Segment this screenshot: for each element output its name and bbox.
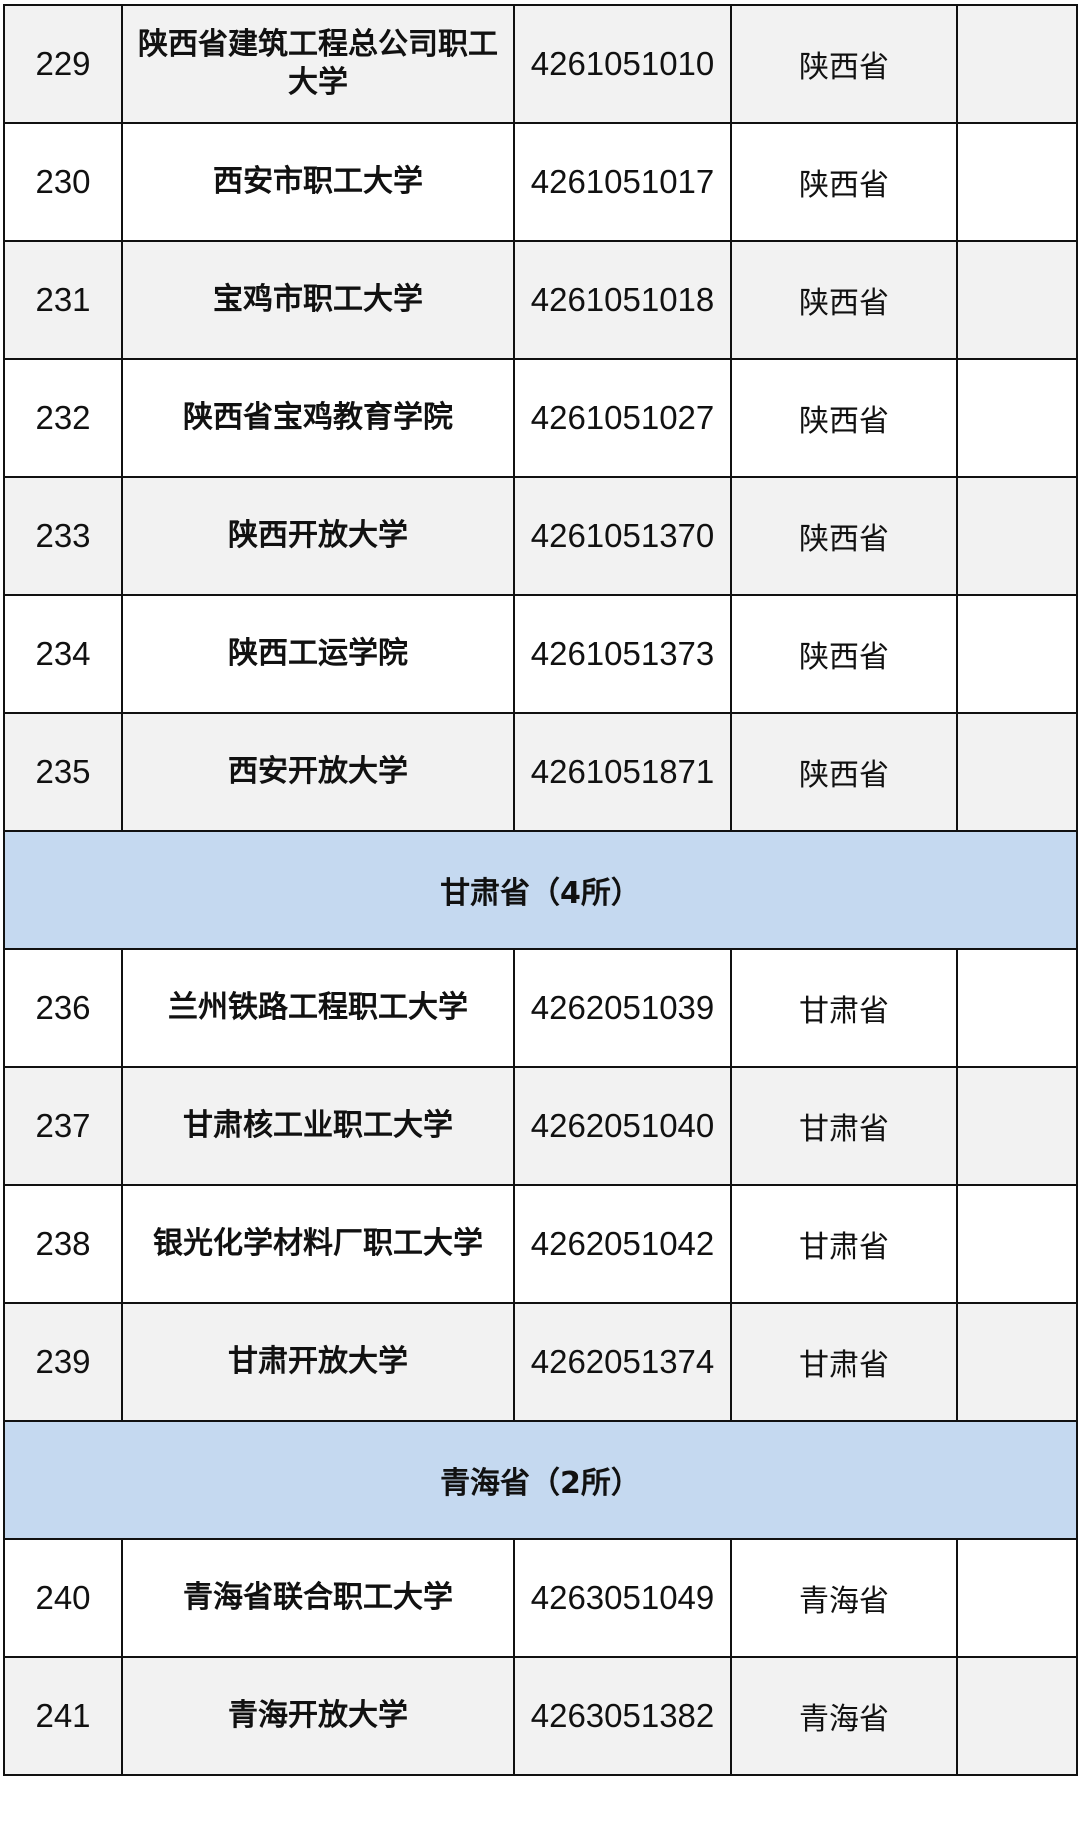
table-row: 232 陕西省宝鸡教育学院 4261051027 陕西省 [3,358,1078,478]
section-header-row: 甘肃省（4所） [3,830,1078,950]
table-row: 231 宝鸡市职工大学 4261051018 陕西省 [3,240,1078,360]
note-cell [956,476,1078,596]
row-number-cell: 231 [3,240,123,360]
table-row: 230 西安市职工大学 4261051017 陕西省 [3,122,1078,242]
province-cell: 甘肃省 [730,1302,958,1422]
table-row: 234 陕西工运学院 4261051373 陕西省 [3,594,1078,714]
school-code-cell: 4261051017 [513,122,732,242]
row-number-cell: 240 [3,1538,123,1658]
university-table: 229 陕西省建筑工程总公司职工大学 4261051010 陕西省 230 西安市职工大学… [3,4,1078,1776]
school-code-cell: 4261051373 [513,594,732,714]
university-name-cell: 甘肃核工业职工大学 [121,1066,515,1186]
note-cell [956,1066,1078,1186]
university-name-cell: 陕西省建筑工程总公司职工大学 [121,4,515,124]
table-row: 236 兰州铁路工程职工大学 4262051039 甘肃省 [3,948,1078,1068]
table-row: 229 陕西省建筑工程总公司职工大学 4261051010 陕西省 [3,4,1078,124]
school-code-cell: 4262051374 [513,1302,732,1422]
row-number-cell: 234 [3,594,123,714]
row-number-cell: 232 [3,358,123,478]
school-code-cell: 4262051040 [513,1066,732,1186]
university-name-cell: 陕西省宝鸡教育学院 [121,358,515,478]
note-cell [956,1184,1078,1304]
school-code-cell: 4261051027 [513,358,732,478]
note-cell [956,122,1078,242]
university-name-cell: 宝鸡市职工大学 [121,240,515,360]
row-number-cell: 236 [3,948,123,1068]
row-number-cell: 238 [3,1184,123,1304]
province-cell: 陕西省 [730,476,958,596]
province-cell: 甘肃省 [730,948,958,1068]
university-name-cell: 银光化学材料厂职工大学 [121,1184,515,1304]
row-number-cell: 230 [3,122,123,242]
province-cell: 陕西省 [730,358,958,478]
table-body: 229 陕西省建筑工程总公司职工大学 4261051010 陕西省 230 西安市职工大学… [3,4,1078,1776]
province-cell: 青海省 [730,1538,958,1658]
note-cell [956,948,1078,1068]
table-row: 233 陕西开放大学 4261051370 陕西省 [3,476,1078,596]
university-name-cell: 兰州铁路工程职工大学 [121,948,515,1068]
school-code-cell: 4261051370 [513,476,732,596]
university-name-cell: 陕西开放大学 [121,476,515,596]
row-number-cell: 237 [3,1066,123,1186]
university-name-cell: 西安开放大学 [121,712,515,832]
table-row: 235 西安开放大学 4261051871 陕西省 [3,712,1078,832]
province-cell: 甘肃省 [730,1184,958,1304]
section-title: 青海省（2所） [3,1420,1078,1540]
note-cell [956,594,1078,714]
row-number-cell: 239 [3,1302,123,1422]
university-name-cell: 甘肃开放大学 [121,1302,515,1422]
school-code-cell: 4262051042 [513,1184,732,1304]
province-cell: 陕西省 [730,594,958,714]
note-cell [956,358,1078,478]
section-header-row: 青海省（2所） [3,1420,1078,1540]
row-number-cell: 229 [3,4,123,124]
note-cell [956,1538,1078,1658]
note-cell [956,240,1078,360]
note-cell [956,1656,1078,1776]
university-name-cell: 陕西工运学院 [121,594,515,714]
table-row: 241 青海开放大学 4263051382 青海省 [3,1656,1078,1776]
university-name-cell: 青海省联合职工大学 [121,1538,515,1658]
section-title: 甘肃省（4所） [3,830,1078,950]
row-number-cell: 241 [3,1656,123,1776]
province-cell: 陕西省 [730,240,958,360]
school-code-cell: 4261051010 [513,4,732,124]
note-cell [956,1302,1078,1422]
table-row: 238 银光化学材料厂职工大学 4262051042 甘肃省 [3,1184,1078,1304]
province-cell: 甘肃省 [730,1066,958,1186]
table-row: 240 青海省联合职工大学 4263051049 青海省 [3,1538,1078,1658]
note-cell [956,4,1078,124]
note-cell [956,712,1078,832]
university-name-cell: 青海开放大学 [121,1656,515,1776]
school-code-cell: 4263051382 [513,1656,732,1776]
province-cell: 青海省 [730,1656,958,1776]
province-cell: 陕西省 [730,122,958,242]
school-code-cell: 4261051018 [513,240,732,360]
school-code-cell: 4263051049 [513,1538,732,1658]
table-row: 239 甘肃开放大学 4262051374 甘肃省 [3,1302,1078,1422]
province-cell: 陕西省 [730,4,958,124]
row-number-cell: 233 [3,476,123,596]
province-cell: 陕西省 [730,712,958,832]
school-code-cell: 4262051039 [513,948,732,1068]
table-row: 237 甘肃核工业职工大学 4262051040 甘肃省 [3,1066,1078,1186]
row-number-cell: 235 [3,712,123,832]
school-code-cell: 4261051871 [513,712,732,832]
university-name-cell: 西安市职工大学 [121,122,515,242]
